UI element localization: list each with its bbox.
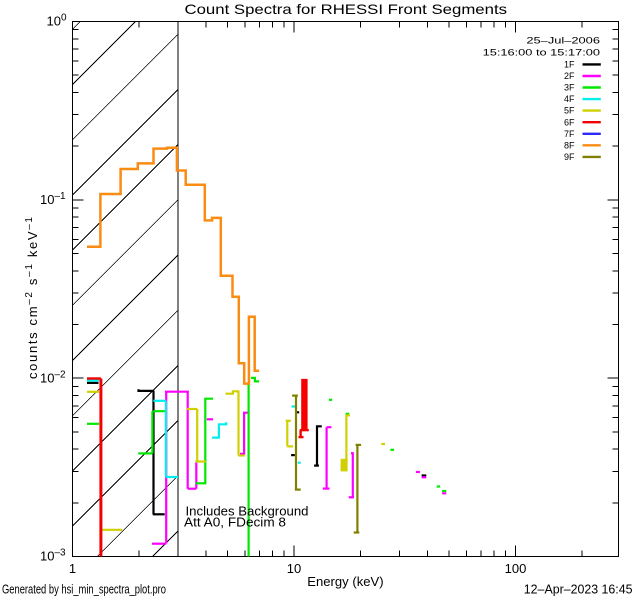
svg-text:15:16:00 to 15:17:00: 15:16:00 to 15:17:00: [483, 48, 600, 58]
svg-text:10: 10: [287, 561, 301, 576]
svg-text:25–Jul–2006: 25–Jul–2006: [526, 35, 600, 45]
svg-text:2F: 2F: [564, 71, 575, 81]
svg-text:9F: 9F: [564, 152, 575, 162]
svg-text:counts cm–2 s–1 keV–1: counts cm–2 s–1 keV–1: [24, 217, 40, 379]
svg-text:1: 1: [69, 561, 76, 576]
svg-text:3F: 3F: [564, 83, 575, 93]
svg-text:6F: 6F: [564, 117, 575, 127]
svg-text:5F: 5F: [564, 106, 575, 116]
svg-text:1F: 1F: [564, 60, 575, 70]
svg-text:8F: 8F: [564, 140, 575, 150]
svg-text:4F: 4F: [564, 94, 575, 104]
svg-text:Generated by hsi_min_spectra_p: Generated by hsi_min_spectra_plot.pro: [2, 582, 166, 597]
svg-text:12–Apr–2023 16:45: 12–Apr–2023 16:45: [524, 582, 633, 597]
svg-text:Att A0, FDecim 8: Att A0, FDecim 8: [184, 514, 286, 529]
svg-text:Energy (keV): Energy (keV): [307, 574, 383, 589]
svg-text:100: 100: [505, 561, 527, 576]
svg-text:7F: 7F: [564, 129, 575, 139]
svg-text:Count Spectra for RHESSI Front: Count Spectra for RHESSI Front Segments: [185, 1, 508, 17]
svg-text:Includes Background: Includes Background: [186, 503, 309, 518]
